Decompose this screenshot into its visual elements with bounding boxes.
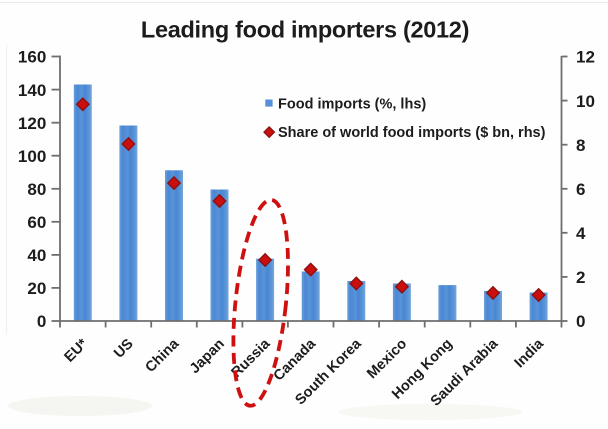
svg-text:12: 12 — [576, 48, 595, 67]
svg-text:160: 160 — [18, 48, 46, 67]
svg-text:0: 0 — [37, 312, 46, 331]
svg-text:Share of world food imports ($: Share of world food imports ($ bn, rhs) — [278, 125, 546, 141]
svg-text:Food imports (%, lhs): Food imports (%, lhs) — [278, 97, 426, 113]
svg-text:40: 40 — [27, 246, 46, 265]
svg-text:4: 4 — [576, 224, 586, 243]
svg-text:100: 100 — [18, 147, 46, 166]
svg-text:80: 80 — [27, 180, 46, 199]
svg-text:60: 60 — [27, 213, 46, 232]
svg-text:120: 120 — [18, 114, 46, 133]
svg-text:8: 8 — [576, 136, 585, 155]
svg-text:0: 0 — [576, 312, 585, 331]
svg-text:6: 6 — [576, 180, 585, 199]
svg-text:Leading food importers (2012): Leading food importers (2012) — [141, 17, 469, 43]
svg-text:2: 2 — [576, 268, 585, 287]
svg-text:140: 140 — [18, 81, 46, 100]
svg-text:20: 20 — [27, 279, 46, 298]
svg-text:10: 10 — [576, 92, 595, 111]
